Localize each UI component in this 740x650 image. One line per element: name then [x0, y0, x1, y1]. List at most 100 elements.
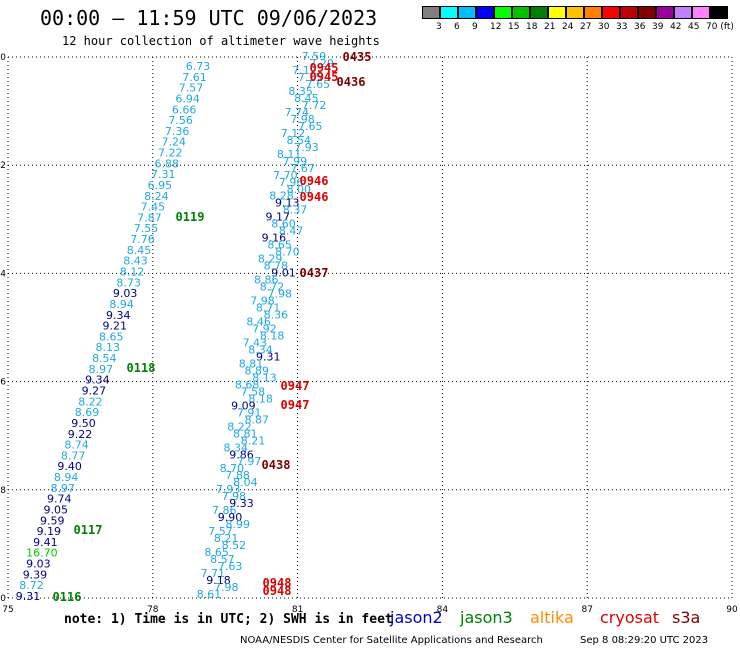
pass-time-label: 0438	[262, 458, 291, 472]
wave-height-label: 9.27	[82, 384, 107, 397]
legend-swatch	[638, 6, 656, 19]
wave-height-label: 8.65	[99, 330, 124, 343]
pass-time-label: 0945	[310, 70, 339, 84]
credit-timestamp: Sep 8 08:29:20 UTC 2023	[580, 635, 709, 646]
wave-height-label: 9.40	[57, 460, 82, 473]
wave-height-label: 8.22	[78, 395, 103, 408]
wave-height-label: 8.43	[123, 255, 148, 268]
wave-height-label: 9.03	[113, 287, 138, 300]
x-tick-label: 81	[292, 605, 303, 615]
legend-label: 3	[436, 22, 442, 32]
x-tick-label: 75	[2, 605, 13, 615]
wave-height-label: 7.55	[134, 222, 159, 235]
pass-time-label: 0116	[53, 590, 82, 604]
credit-text: NOAA/NESDIS Center for Satellite Applica…	[240, 635, 543, 646]
x-tick-label: 84	[437, 605, 449, 615]
wave-height-label: 8.21	[214, 532, 239, 545]
y-tick-label: -6	[0, 378, 6, 388]
wave-height-label: 7.63	[218, 560, 243, 573]
wave-height-label: 8.72	[19, 579, 44, 592]
wave-height-label: 8.22	[227, 420, 252, 433]
wave-height-label: 9.03	[26, 558, 51, 571]
wave-height-label: 8.54	[286, 134, 311, 147]
legend-swatch	[422, 6, 440, 19]
wave-height-label: 8.74	[64, 439, 89, 452]
wave-height-label: 8.94	[54, 471, 79, 484]
wave-height-label: 8.86	[254, 274, 279, 287]
wave-height-label: 8.12	[120, 266, 145, 279]
wave-height-label: 8.45	[294, 92, 319, 105]
legend-label: 42	[670, 22, 682, 32]
wave-height-label: 8.68	[235, 378, 260, 391]
wave-height-label: 9.17	[265, 211, 290, 224]
wave-height-label: 7.93	[216, 483, 241, 496]
wave-height-label: 7.59	[302, 50, 327, 63]
y-tick-label: -8	[0, 486, 6, 496]
wave-height-label: 8.24	[144, 190, 169, 203]
satellite-label-jason3: jason3	[460, 608, 513, 627]
wave-height-label: 7.45	[141, 201, 166, 214]
y-tick-label: 0	[0, 53, 6, 63]
legend-swatch	[620, 6, 638, 19]
wave-height-label: 8.87	[245, 413, 270, 426]
pass-time-label: 0945	[310, 61, 339, 75]
x-tick-label: 87	[581, 605, 592, 615]
pass-time-label: 0947	[281, 379, 310, 393]
wave-height-label: 8.72	[260, 281, 285, 294]
wave-height-label: 6.73	[186, 60, 211, 73]
x-tick-label: 78	[147, 605, 159, 615]
wave-height-label: 6.94	[175, 92, 200, 105]
legend-label: 21	[544, 22, 556, 32]
legend-swatch	[566, 6, 584, 19]
wave-height-label: 7.74	[285, 106, 310, 119]
wave-height-label: 6.95	[148, 179, 173, 192]
pass-time-label: 0436	[337, 75, 366, 89]
legend-swatch	[494, 6, 512, 19]
wave-height-label: 8.00	[287, 183, 312, 196]
wave-height-label: 8.97	[50, 482, 75, 495]
wave-height-label: 9.09	[231, 399, 256, 412]
wave-height-label: 8.69	[75, 406, 100, 419]
footer-note: note: 1) Time is in UTC; 2) SWH is in fe…	[64, 612, 393, 627]
pass-time-label: 0435	[343, 50, 372, 64]
chart-title: 00:00 – 11:59 UTC 09/06/2023	[40, 6, 378, 30]
wave-height-label: 7.61	[182, 71, 207, 84]
wave-height-label: 9.50	[71, 417, 96, 430]
wave-height-label: 9.34	[85, 374, 110, 387]
wave-height-label: 7.22	[158, 147, 183, 160]
wave-height-label: 8.97	[89, 363, 114, 376]
pass-time-label: 0947	[281, 398, 310, 412]
wave-height-label: 7.93	[294, 141, 319, 154]
wave-height-label: 8.34	[223, 441, 248, 454]
y-tick-label: -4	[0, 269, 6, 279]
wave-height-label: 8.13	[96, 341, 121, 354]
wave-height-label: 7.57	[179, 82, 204, 95]
legend-label: 6	[454, 22, 460, 32]
wave-height-label: 8.47	[279, 225, 304, 238]
wave-height-label: 8.11	[277, 148, 302, 161]
legend-swatch	[584, 6, 602, 19]
wave-height-label: 9.19	[37, 525, 62, 538]
wave-height-label: 7.87	[137, 211, 162, 224]
pass-time-label: 0946	[300, 190, 329, 204]
legend-swatch	[458, 6, 476, 19]
legend-swatch	[512, 6, 530, 19]
wave-height-label: 8.36	[264, 309, 289, 322]
legend-label: 9	[472, 22, 478, 32]
wave-height-label: 8.18	[248, 392, 273, 405]
wave-height-label: 8.61	[197, 588, 222, 601]
wave-height-label: 8.94	[109, 298, 134, 311]
legend-swatch	[548, 6, 566, 19]
wave-height-label: 8.13	[252, 371, 277, 384]
wave-height-label: 7.86	[212, 504, 237, 517]
pass-time-label: 0948	[263, 584, 292, 598]
wave-height-label: 8.71	[256, 302, 281, 315]
legend-label: 24	[562, 22, 574, 32]
wave-height-label: 8.29	[258, 253, 283, 266]
pass-time-label: 0437	[300, 266, 329, 280]
wave-height-label: 9.34	[106, 309, 131, 322]
pass-time-label: 0118	[127, 361, 156, 375]
legend-swatch	[674, 6, 692, 19]
wave-height-label: 8.46	[246, 316, 271, 329]
legend-swatch	[530, 6, 548, 19]
